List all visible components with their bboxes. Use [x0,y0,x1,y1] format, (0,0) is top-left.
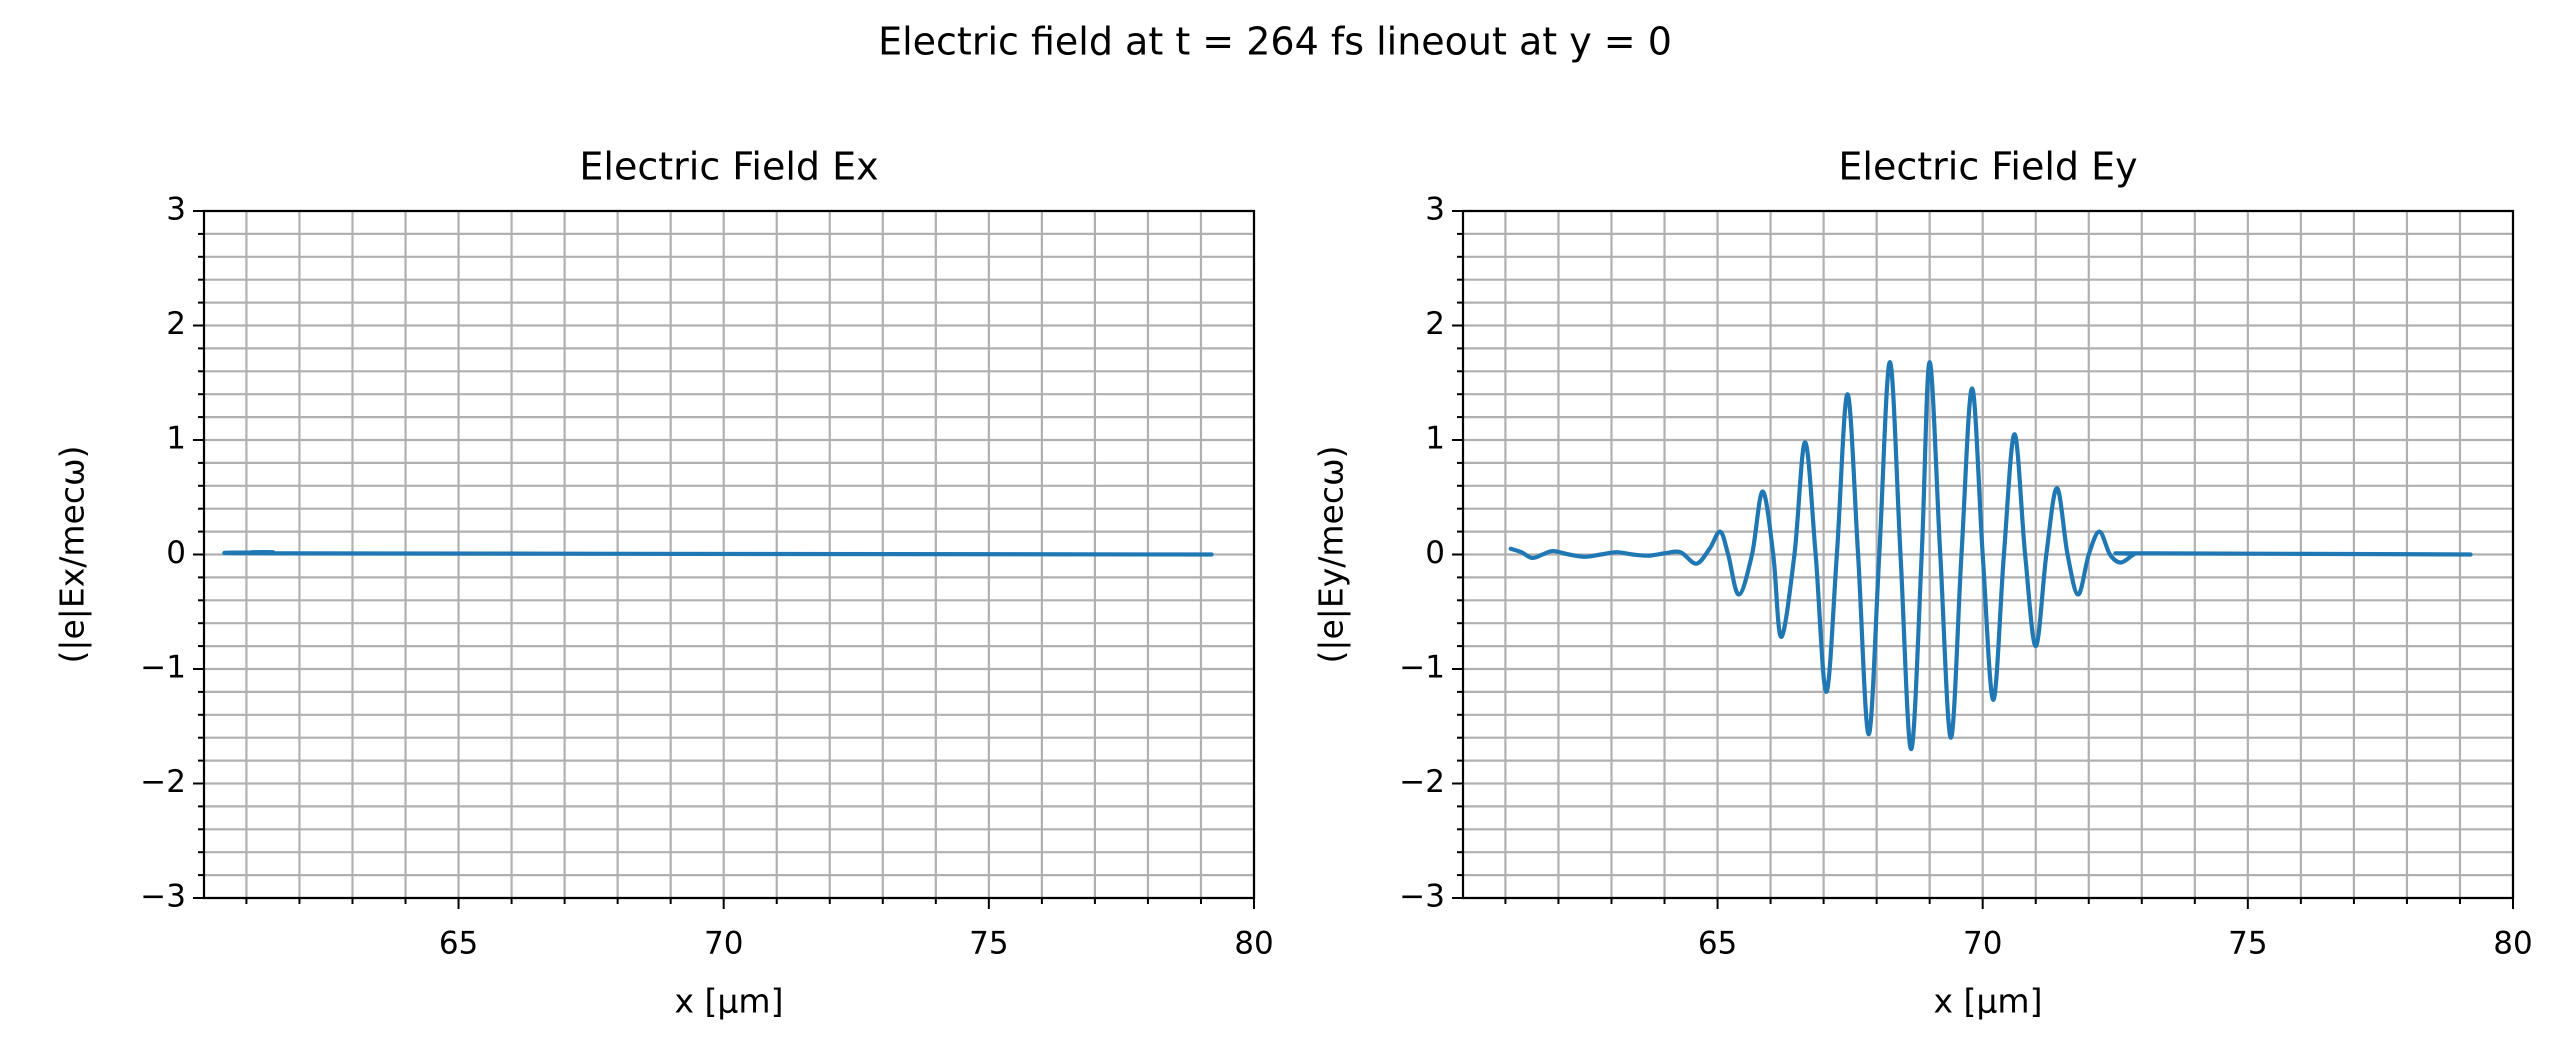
y-tick-label: −2 [140,764,186,800]
x-tick-label: 70 [704,926,743,962]
x-tick-label: 65 [439,926,478,962]
y-tick-label: 0 [166,535,186,571]
y-axis-label: (|e|Ey/mecω) [1312,445,1351,663]
y-tick-label: 1 [1425,421,1445,457]
y-axis-label: (|e|Ex/mecω) [53,445,92,663]
y-tick-label: −2 [1399,764,1445,800]
y-tick-label: −1 [140,650,186,686]
x-tick-label: 65 [1698,926,1737,962]
data-line [1508,360,2473,752]
y-tick-label: 3 [1425,192,1445,228]
x-axis-label: x [µm] [1934,982,2043,1021]
data-line [222,550,1214,557]
figure-title: Electric field at t = 264 fs lineout at … [878,20,1672,64]
y-tick-label: 2 [166,306,186,342]
y-tick-label: −3 [140,879,186,915]
x-axis-label: x [µm] [675,982,784,1021]
axes-title: Electric Field Ex [579,145,878,189]
x-tick-label: 80 [1234,926,1273,962]
x-tick-label: 75 [2228,926,2267,962]
y-tick-label: 0 [1425,535,1445,571]
y-tick-label: 1 [166,421,186,457]
x-tick-label: 70 [1963,926,2002,962]
y-tick-label: −1 [1399,650,1445,686]
axes-title: Electric Field Ey [1838,145,2137,189]
y-tick-label: 2 [1425,306,1445,342]
x-tick-label: 80 [2493,926,2532,962]
plot-area [222,550,1214,557]
y-tick-label: 3 [166,192,186,228]
x-tick-label: 75 [969,926,1008,962]
plot-area [1508,360,2473,752]
y-tick-label: −3 [1399,879,1445,915]
